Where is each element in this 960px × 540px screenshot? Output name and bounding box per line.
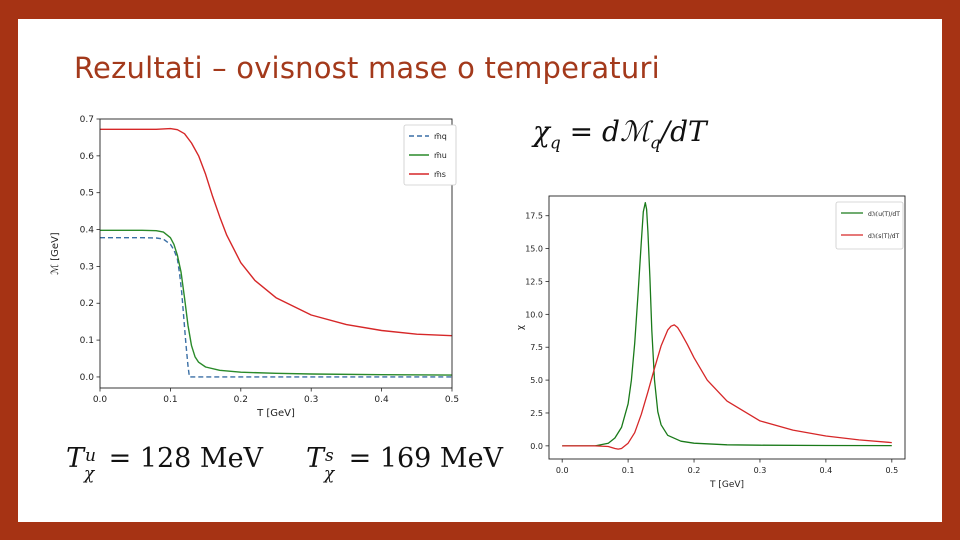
plot-frame	[99, 118, 453, 389]
legend-label-2: m̃s	[434, 170, 446, 179]
slide-title: Rezultati – ovisnost mase o temperaturi	[74, 51, 660, 85]
y-tick-label-3: 0.3	[80, 262, 94, 272]
legend-box	[835, 201, 904, 250]
series-line-0	[100, 236, 452, 378]
x-tick-label-1: 0.1	[622, 466, 635, 475]
series-line-0	[562, 201, 892, 447]
legend-label-0: dℳu(T)/dT	[868, 211, 900, 218]
y-tick-label-2: 0.2	[80, 299, 94, 309]
mass-subscript: q	[649, 132, 661, 153]
y-tick-label-7: 0.7	[80, 115, 94, 125]
susceptibility-chart: 0.0 0.1 0.2 0.3 0.4 0.5 0.0 2.5 5.0 7.5 10.0 12.5 15…	[516, 195, 906, 490]
x-tick-label-4: 0.4	[820, 466, 833, 475]
y-axis-label: ℳ [GeV]	[50, 232, 61, 275]
legend: dℳu(T)/dT dℳs(T)/dT	[835, 201, 904, 250]
legend-box	[403, 124, 457, 186]
y-tick-label-5: 0.5	[80, 189, 94, 199]
y-tick-label-1: 2.5	[530, 409, 543, 418]
derivative-d: d	[602, 115, 620, 148]
y-tick-label-0: 0.0	[530, 442, 543, 451]
chi-subscript: q	[549, 132, 561, 153]
y-tick-label-6: 0.6	[80, 152, 95, 162]
x-tick-label-1: 0.1	[163, 395, 177, 405]
derivative-tail: /dT	[660, 115, 707, 148]
x-tick-label-5: 0.5	[885, 466, 898, 475]
t-chi-s-value: = 169 MeV	[348, 443, 504, 474]
y-tick-label-5: 12.5	[525, 277, 543, 286]
y-tick-label-4: 0.4	[80, 226, 95, 236]
x-tick-label-2: 0.2	[234, 395, 248, 405]
y-tick-label-4: 10.0	[525, 310, 543, 319]
y-tick-label-6: 15.0	[525, 245, 543, 254]
y-tick-label-3: 7.5	[530, 343, 543, 352]
x-tick-label-0: 0.0	[556, 466, 569, 475]
y-tick-label-2: 5.0	[530, 376, 543, 385]
x-tick-label-2: 0.2	[688, 466, 701, 475]
x-tick-label-3: 0.3	[304, 395, 318, 405]
x-axis-label: T [GeV]	[709, 480, 744, 490]
x-tick-label-4: 0.4	[374, 395, 389, 405]
y-tick-label-0: 0.0	[80, 373, 95, 383]
plot-frame	[548, 195, 906, 460]
slide-canvas: Rezultati – ovisnost mase o temperaturi …	[18, 19, 942, 522]
legend: m̃q m̃u m̃s	[403, 124, 457, 186]
x-tick-label-3: 0.3	[754, 466, 767, 475]
series-line-2	[100, 127, 453, 337]
series-line-1	[562, 324, 892, 450]
legend-label-1: dℳs(T)/dT	[868, 233, 900, 240]
x-tick-label-0: 0.0	[93, 395, 108, 405]
mass-symbol: ℳ	[619, 115, 650, 148]
y-tick-label-7: 17.5	[525, 212, 543, 221]
chi-symbol: χ	[533, 115, 550, 148]
y-tick-label-1: 0.1	[80, 336, 94, 346]
t-chi-u-value: = 128 MeV	[108, 443, 264, 474]
series-line-1	[100, 229, 453, 376]
legend-label-0: m̃q	[434, 132, 447, 141]
y-axis-label: χ	[516, 325, 526, 330]
x-axis-label: T [GeV]	[256, 408, 295, 419]
mass-vs-temperature-chart: 0.0 0.1 0.2 0.3 0.4 0.5 0.0 0.1 0.2 0.3 0.4 0.5 0.6 0…	[50, 115, 459, 419]
legend-label-1: m̃u	[434, 151, 447, 160]
x-tick-label-5: 0.5	[445, 395, 459, 405]
chi-definition-equation: χq = dℳq/dT	[533, 115, 707, 153]
